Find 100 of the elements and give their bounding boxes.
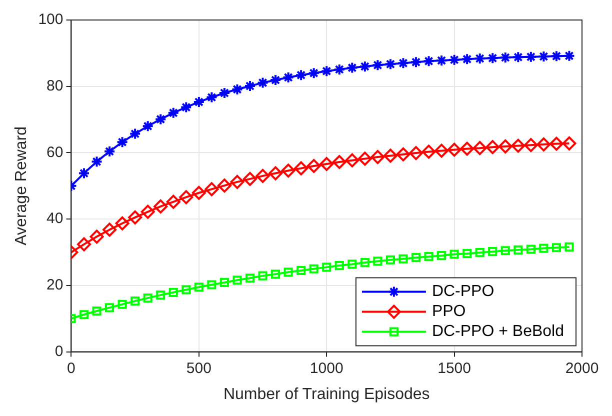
point: [526, 244, 536, 254]
point: [180, 101, 192, 114]
point: [220, 278, 229, 287]
point: [284, 268, 293, 277]
point: [204, 182, 219, 196]
point: [373, 256, 382, 266]
point: [166, 194, 180, 209]
point: [130, 296, 140, 306]
point: [167, 106, 180, 119]
point: [549, 136, 564, 151]
point: [296, 266, 306, 276]
point: [90, 230, 104, 244]
point: [206, 91, 218, 104]
point: [142, 120, 154, 132]
point: [118, 300, 127, 309]
point: [437, 251, 446, 260]
point: [256, 76, 269, 89]
point: [105, 303, 114, 312]
point: [168, 288, 178, 297]
point: [474, 52, 486, 64]
y-tick-label: 80: [46, 78, 64, 94]
point: [422, 144, 436, 159]
point: [192, 186, 206, 200]
point: [461, 53, 474, 66]
point: [230, 174, 244, 189]
point: [486, 140, 500, 154]
point: [524, 138, 538, 152]
point: [348, 260, 357, 269]
point: [90, 156, 103, 168]
x-tick-label: 0: [67, 360, 76, 377]
point: [460, 142, 474, 156]
point: [346, 62, 358, 74]
point: [447, 142, 462, 157]
point: [422, 55, 435, 68]
point: [154, 113, 167, 126]
point: [345, 153, 360, 168]
point: [143, 294, 152, 303]
point: [332, 155, 346, 170]
point: [194, 282, 204, 292]
point: [333, 63, 346, 76]
point: [182, 285, 191, 294]
point: [102, 222, 117, 237]
y-tick-label: 40: [46, 210, 64, 228]
point: [271, 270, 280, 279]
point: [488, 247, 498, 256]
x-tick-label: 500: [186, 360, 212, 377]
point: [539, 244, 548, 253]
point: [500, 246, 510, 256]
point: [156, 290, 166, 300]
point: [498, 139, 512, 154]
point: [306, 158, 321, 173]
point: [78, 167, 90, 180]
point: [450, 250, 459, 259]
point: [360, 258, 370, 268]
point: [334, 260, 344, 270]
x-tick-label: 2000: [565, 360, 599, 377]
point: [536, 137, 551, 152]
point: [358, 60, 371, 72]
point: [154, 199, 168, 214]
point: [245, 274, 255, 283]
point: [486, 52, 499, 64]
point: [128, 210, 142, 224]
point: [409, 146, 423, 160]
point: [562, 136, 576, 150]
y-axis-title: Average Reward: [13, 126, 30, 246]
point: [322, 262, 332, 272]
point: [411, 253, 421, 262]
point: [434, 144, 449, 158]
y-tick-label: 0: [54, 342, 64, 360]
point: [475, 248, 484, 258]
point: [140, 204, 155, 219]
point: [309, 264, 318, 274]
point: [370, 150, 385, 164]
point: [179, 190, 194, 204]
point: [552, 243, 561, 252]
point: [282, 71, 294, 84]
point: [218, 86, 230, 99]
legend-label: DC-PPO: [432, 283, 494, 300]
legend-label: DC-PPO + BeBold: [432, 323, 564, 340]
point: [563, 50, 576, 62]
point: [436, 54, 448, 66]
point: [104, 145, 116, 158]
point: [207, 280, 216, 290]
point: [386, 255, 395, 264]
point: [320, 65, 333, 78]
point: [258, 271, 268, 280]
point: [116, 136, 128, 148]
point: [217, 178, 232, 193]
point: [499, 51, 512, 64]
point: [472, 141, 487, 156]
point: [92, 306, 102, 316]
y-tick-label: 100: [38, 11, 64, 28]
point: [270, 74, 282, 86]
point: [383, 148, 398, 163]
point: [398, 254, 408, 264]
point: [550, 50, 562, 62]
point: [231, 83, 244, 96]
point: [281, 164, 296, 178]
point: [424, 252, 434, 262]
point: [564, 242, 574, 252]
